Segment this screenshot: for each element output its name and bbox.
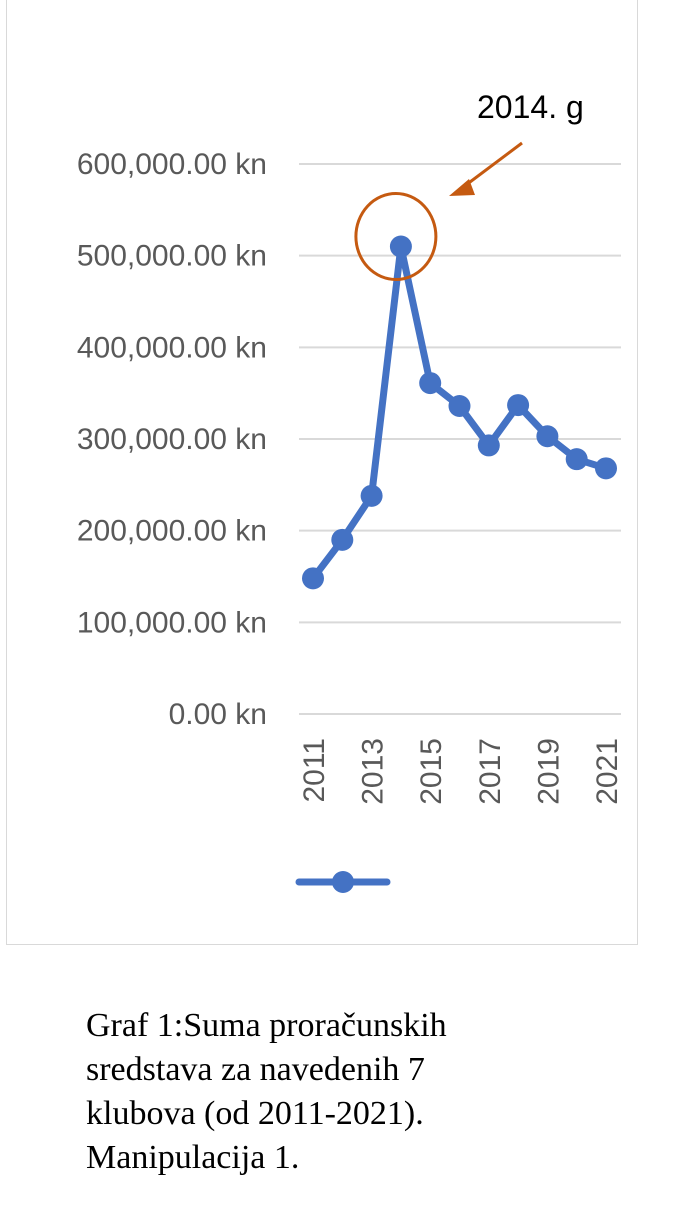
y-tick-label: 100,000.00 kn: [77, 606, 267, 639]
y-tick-label: 0.00 kn: [169, 698, 267, 731]
data-point: [477, 434, 500, 457]
data-point: [331, 528, 354, 551]
y-tick-label: 500,000.00 kn: [77, 240, 267, 273]
chart-frame: 0.00 kn 100,000.00 kn 200,000.00 kn 300,000…: [6, 0, 638, 945]
series-line: [302, 235, 617, 590]
x-tick-label: 2017: [474, 738, 507, 805]
y-tick-label: 400,000.00 kn: [77, 331, 267, 364]
x-tick-label: 2019: [532, 738, 565, 805]
data-point: [507, 394, 530, 417]
annotation-label: 2014. g: [477, 89, 584, 125]
data-point: [595, 457, 617, 480]
data-point: [419, 372, 442, 395]
data-point: [389, 235, 412, 258]
legend-marker: [332, 871, 354, 893]
data-point: [302, 567, 324, 590]
caption-line-3: klubova (od 2011-2021).: [86, 1095, 424, 1132]
x-tick-label: 2021: [591, 738, 624, 805]
annotation-circle: [354, 192, 438, 281]
y-tick-label: 200,000.00 kn: [77, 515, 267, 548]
y-axis-tick-labels: 0.00 kn 100,000.00 kn 200,000.00 kn 300,000…: [77, 148, 267, 731]
annotation-arrow-head: [449, 179, 475, 196]
x-tick-label: 2013: [357, 738, 390, 805]
line-chart: 0.00 kn 100,000.00 kn 200,000.00 kn 300,000…: [77, 89, 624, 893]
data-point: [360, 484, 383, 507]
legend: [295, 871, 391, 893]
caption-line-4: Manipulacija 1.: [86, 1139, 300, 1176]
y-tick-label: 300,000.00 kn: [77, 423, 267, 456]
x-tick-label: 2015: [415, 738, 448, 805]
y-tick-label: 600,000.00 kn: [77, 148, 267, 181]
gridlines: [299, 163, 621, 715]
caption-line-2: sredstava za navedenih 7: [86, 1051, 425, 1088]
figure-caption: Graf 1:Suma proračunskih sredstava za na…: [86, 1004, 586, 1180]
caption-line-1: Graf 1:Suma proračunskih: [86, 1007, 447, 1044]
annotation: 2014. g: [354, 89, 584, 281]
data-point: [448, 395, 471, 417]
x-tick-label: 2011: [298, 738, 331, 803]
data-point: [536, 425, 559, 448]
x-axis-tick-labels: 2011 2013 2015 2017 2019 2021: [298, 738, 624, 805]
annotation-arrow-shaft: [461, 141, 523, 190]
data-point: [565, 448, 588, 471]
